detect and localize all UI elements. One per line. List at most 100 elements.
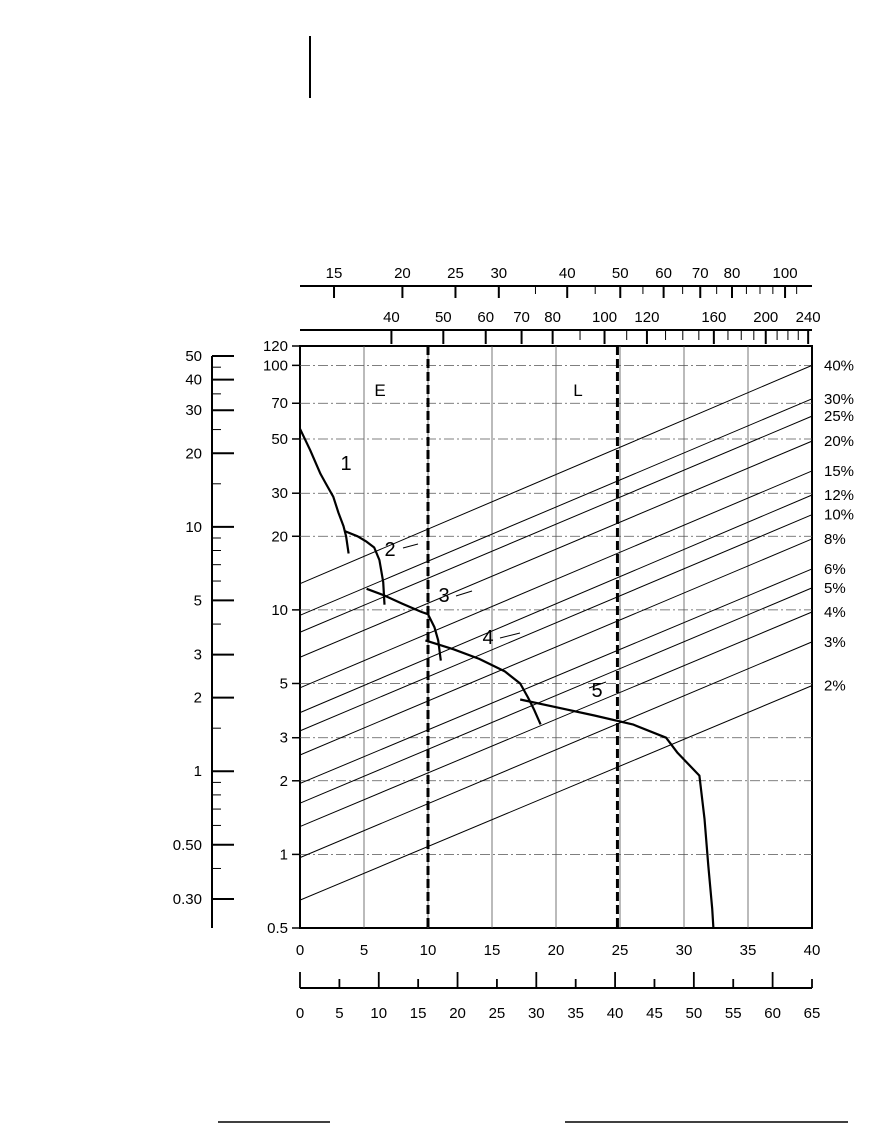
series-label-4: 4: [482, 627, 493, 649]
bottom-axis-2-tick-label: 35: [567, 1005, 584, 1022]
far-left-axis-tick-label: 50: [185, 348, 202, 365]
bottom-axis-tick-label: 25: [612, 942, 629, 959]
percent-line-label: 2%: [824, 678, 846, 695]
bottom-axis-tick-label: 15: [484, 942, 501, 959]
series-line-2: [344, 530, 386, 605]
left-axis-tick-label: 70: [271, 395, 288, 412]
series-label-2: 2: [384, 539, 395, 561]
top-axis-2-tick-label: 40: [383, 309, 400, 326]
top-axis-1-tick-label: 60: [655, 265, 672, 282]
bottom-axis-2-tick-label: 20: [449, 1005, 466, 1022]
bottom-axis-2-tick-label: 30: [528, 1005, 545, 1022]
far-left-axis-tick-label: 1: [194, 763, 202, 780]
top-axis-1-tick-label: 50: [612, 265, 629, 282]
percent-line-label: 15%: [824, 463, 854, 480]
percent-line: [299, 587, 813, 804]
bottom-axis-tick-label: 30: [676, 942, 693, 959]
percent-line-label: 8%: [824, 531, 846, 548]
percent-line: [299, 685, 813, 901]
bottom-axis-tick-label: 35: [740, 942, 757, 959]
top-axis-1-tick-label: 30: [490, 265, 507, 282]
far-left-axis-tick-label: 40: [185, 372, 202, 389]
series-label-5: 5: [591, 680, 602, 702]
percent-line-label: 6%: [824, 561, 846, 578]
left-axis-tick-label: 1: [280, 846, 288, 863]
zone-label-l: L: [573, 381, 582, 400]
bottom-axis-2-tick-label: 50: [686, 1005, 703, 1022]
bottom-axis-2-tick-label: 40: [607, 1005, 624, 1022]
top-axis-2-tick-label: 120: [634, 309, 659, 326]
top-axis-2-tick-label: 80: [544, 309, 561, 326]
far-left-axis-tick-label: 2: [194, 690, 202, 707]
top-axis-1-tick-label: 20: [394, 265, 411, 282]
percent-line: [299, 470, 813, 689]
percent-line-label: 12%: [824, 487, 854, 504]
series-label-3: 3: [438, 585, 449, 607]
zone-label-e: E: [374, 381, 385, 400]
percent-line-label: 25%: [824, 408, 854, 425]
bottom-axis-2-tick-label: 0: [296, 1005, 304, 1022]
series-line-5: [519, 698, 715, 929]
top-axis-2-tick-label: 160: [701, 309, 726, 326]
bottom-axis-2-tick-label: 15: [410, 1005, 427, 1022]
far-left-axis-tick-label: 0.50: [173, 837, 202, 854]
series-line-4: [425, 639, 542, 725]
top-axis-2-tick-label: 200: [753, 309, 778, 326]
left-axis-tick-label: 100: [263, 357, 288, 374]
bottom-axis-tick-label: 10: [420, 942, 437, 959]
top-axis-1-tick-label: 80: [724, 265, 741, 282]
series-label-leader: [402, 543, 419, 549]
left-axis-tick-label: 0.5: [267, 920, 288, 937]
bottom-axis-2-tick-label: 45: [646, 1005, 663, 1022]
percent-line: [299, 568, 813, 784]
bottom-axis-2-tick-label: 55: [725, 1005, 742, 1022]
far-left-axis-tick-label: 5: [194, 592, 202, 609]
series-label-leader: [588, 681, 607, 689]
percent-line: [299, 494, 813, 714]
percent-line-label: 20%: [824, 433, 854, 450]
left-axis-tick-label: 2: [280, 773, 288, 790]
top-axis-2-tick-label: 240: [796, 309, 821, 326]
left-axis-tick-label: 30: [271, 485, 288, 502]
top-axis-2-tick-label: 100: [592, 309, 617, 326]
top-axis-1-tick-label: 15: [326, 265, 343, 282]
percent-line-label: 4%: [824, 604, 846, 621]
percent-line-label: 30%: [824, 391, 854, 408]
series-label-leader: [499, 632, 521, 639]
bottom-axis-2-tick-label: 65: [804, 1005, 821, 1022]
top-axis-1-tick-label: 25: [447, 265, 464, 282]
bottom-axis-tick-label: 20: [548, 942, 565, 959]
percent-line-label: 3%: [824, 634, 846, 651]
percent-line-label: 40%: [824, 357, 854, 374]
bottom-axis-tick-label: 0: [296, 942, 304, 959]
left-axis-tick-label: 3: [280, 730, 288, 747]
left-axis-tick-label: 20: [271, 528, 288, 545]
percent-line: [299, 514, 813, 732]
percent-line-label: 10%: [824, 507, 854, 524]
far-left-axis-tick-label: 20: [185, 445, 202, 462]
bottom-axis-tick-label: 40: [804, 942, 821, 959]
far-left-axis-tick-label: 0.30: [173, 891, 202, 908]
top-axis-2-tick-label: 50: [435, 309, 452, 326]
percent-line: [299, 538, 813, 756]
left-axis-tick-label: 5: [280, 675, 288, 692]
percent-line: [299, 364, 813, 585]
percent-line: [299, 641, 813, 859]
series-line-1: [299, 428, 350, 554]
far-left-axis-tick-label: 10: [185, 519, 202, 536]
bottom-axis-2-tick-label: 10: [370, 1005, 387, 1022]
far-left-axis-tick-label: 3: [194, 647, 202, 664]
far-left-axis-tick-label: 30: [185, 402, 202, 419]
percent-line: [299, 440, 813, 658]
percent-line: [299, 398, 813, 616]
top-axis-2-tick-label: 70: [513, 309, 530, 326]
top-axis-2-tick-label: 60: [477, 309, 494, 326]
bottom-axis-2-tick-label: 5: [335, 1005, 343, 1022]
left-axis-tick-label: 120: [263, 338, 288, 355]
percent-line-label: 5%: [824, 580, 846, 597]
bottom-axis-2-tick-label: 25: [489, 1005, 506, 1022]
left-axis-tick-label: 50: [271, 431, 288, 448]
series-label-leader: [455, 590, 473, 597]
top-axis-1-tick-label: 70: [692, 265, 709, 282]
